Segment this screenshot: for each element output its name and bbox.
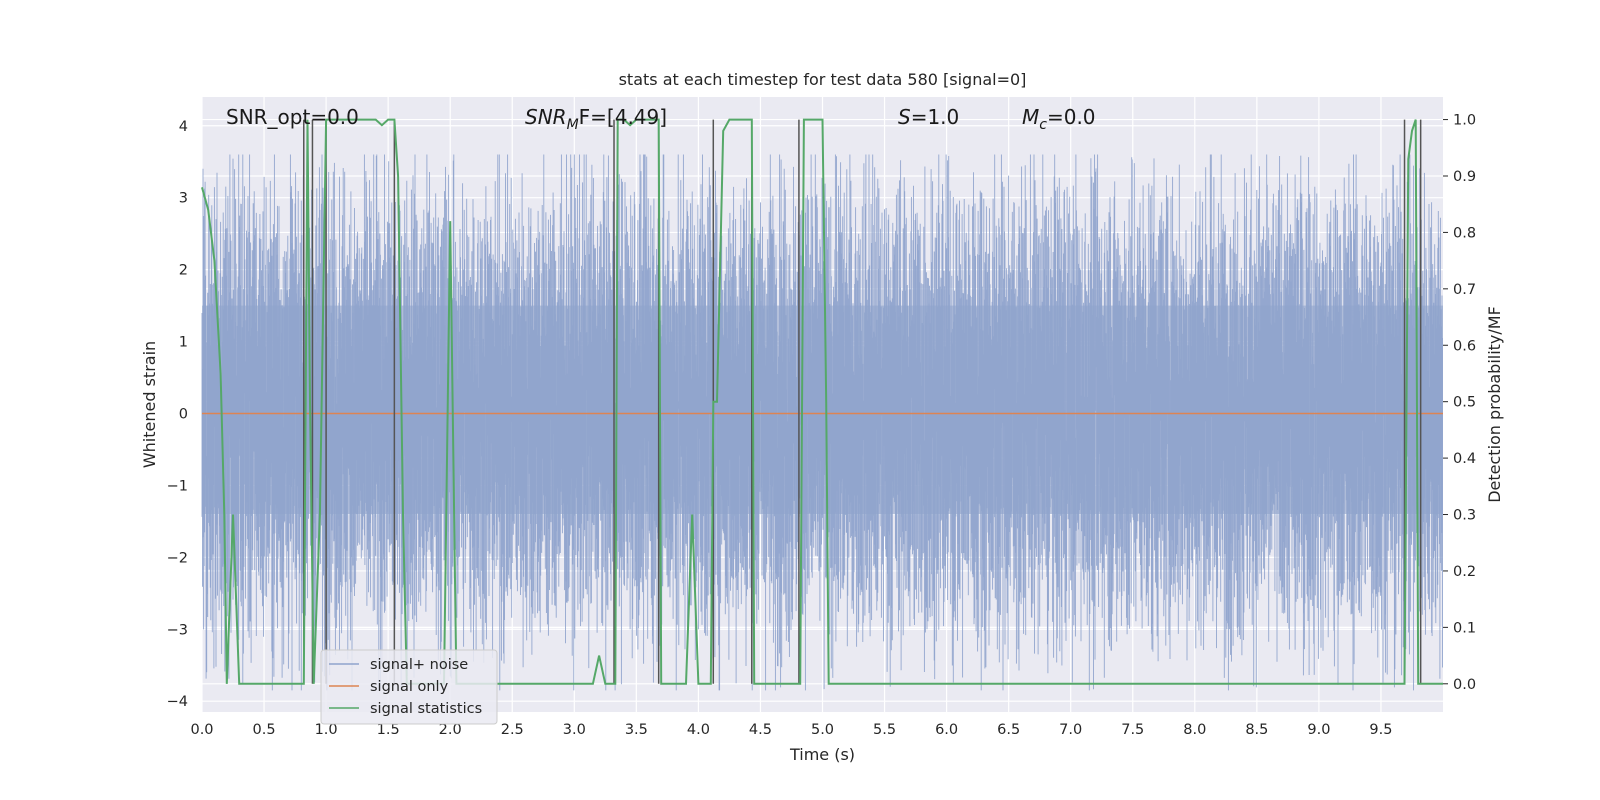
x-tick-label-5: 2.5 (501, 722, 524, 738)
y-right-tick-label-8: 0.8 (1453, 225, 1476, 241)
legend-label-signal-noise: signal+ noise (370, 657, 468, 673)
y-left-tick-label-0: −4 (167, 694, 188, 710)
y-left-tick-label-2: −2 (167, 550, 188, 566)
x-tick-label-1: 0.5 (253, 722, 276, 738)
annotation-mc: Mc=0.0 (1022, 105, 1096, 133)
annotation-snr-mf-value: F=[4.49] (579, 105, 667, 129)
annotation-snr-mf-symbol: SNR (525, 105, 567, 129)
y-left-tick-label-1: −3 (167, 622, 188, 638)
x-tick-label-6: 3.0 (563, 722, 586, 738)
legend-box (320, 649, 498, 725)
noise-band (202, 305, 1443, 515)
series-signal-noise (201, 154, 1443, 691)
y-right-tick-label-4: 0.4 (1453, 451, 1476, 467)
annotation-snr-opt: SNR_opt=0.0 (226, 105, 359, 129)
x-tick-label-0: 0.0 (190, 722, 213, 738)
y-right-tick-label-0: 0.0 (1453, 677, 1476, 693)
x-tick-label-14: 7.0 (1059, 722, 1082, 738)
annotation-mc-subscript: c (1039, 117, 1047, 133)
y-right-tick-label-5: 0.5 (1453, 395, 1476, 411)
x-tick-label-7: 3.5 (625, 722, 648, 738)
annotation-s-value: =1.0 (911, 105, 960, 129)
y-right-tick-label-7: 0.7 (1453, 282, 1476, 298)
x-tick-label-13: 6.5 (997, 722, 1020, 738)
series-signal-statistics (201, 118, 1443, 685)
x-axis-label: Time (s) (789, 745, 855, 764)
y-left-tick-label-5: 1 (179, 335, 188, 351)
x-tick-label-17: 8.5 (1245, 722, 1268, 738)
x-tick-label-12: 6.0 (935, 722, 958, 738)
y-left-axis-ticks: −4 −3 −2 −1 0 1 2 3 4 (167, 119, 188, 710)
y-right-tick-label-2: 0.2 (1453, 564, 1476, 580)
legend-label-signal-statistics: signal statistics (370, 701, 482, 717)
y-right-tick-label-3: 0.3 (1453, 508, 1476, 524)
y-right-axis-label: Detection probability/MF (1485, 306, 1504, 503)
y-left-tick-label-7: 3 (179, 191, 188, 207)
x-tick-label-3: 1.5 (377, 722, 400, 738)
x-tick-label-8: 4.0 (687, 722, 710, 738)
y-right-tick-label-1: 0.1 (1453, 620, 1476, 636)
y-right-axis-ticks: 0.0 0.1 0.2 0.3 0.4 0.5 0.6 0.7 0.8 0.9 1.0 (1443, 113, 1476, 693)
y-right-tick-label-10: 1.0 (1453, 113, 1476, 129)
annotation-snr-mf: SNRMF=[4.49] (525, 105, 667, 133)
x-tick-label-2: 1.0 (315, 722, 338, 738)
y-left-tick-label-3: −1 (167, 478, 188, 494)
y-left-axis-label: Whitened strain (140, 341, 159, 468)
chart-title: stats at each timestep for test data 580… (619, 70, 1027, 89)
x-tick-label-10: 5.0 (811, 722, 834, 738)
annotation-s-symbol: S (898, 105, 911, 129)
x-tick-label-18: 9.0 (1307, 722, 1330, 738)
x-axis-ticks: 0.0 0.5 1.0 1.5 2.0 2.5 3.0 3.5 4.0 4.5 5.0 5.5 6.0 6… (190, 722, 1392, 738)
y-left-tick-label-6: 2 (179, 263, 188, 279)
x-tick-label-15: 7.5 (1121, 722, 1144, 738)
y-left-tick-label-4: 0 (179, 406, 188, 422)
legend: signal+ noise signal only signal statist… (320, 649, 498, 725)
y-left-tick-label-8: 4 (179, 119, 188, 135)
annotation-snr-mf-subscript: M (567, 117, 579, 133)
x-tick-label-4: 2.0 (439, 722, 462, 738)
x-tick-label-9: 4.5 (749, 722, 772, 738)
x-tick-label-16: 8.0 (1183, 722, 1206, 738)
x-tick-label-11: 5.5 (873, 722, 896, 738)
annotation-mc-symbol: M (1022, 105, 1039, 129)
legend-label-signal-only: signal only (370, 679, 449, 695)
y-right-tick-label-9: 0.9 (1453, 169, 1476, 185)
annotation-s: S=1.0 (898, 105, 959, 129)
annotation-mc-value: =0.0 (1047, 105, 1096, 129)
x-tick-label-19: 9.5 (1369, 722, 1392, 738)
y-right-tick-label-6: 0.6 (1453, 338, 1476, 354)
